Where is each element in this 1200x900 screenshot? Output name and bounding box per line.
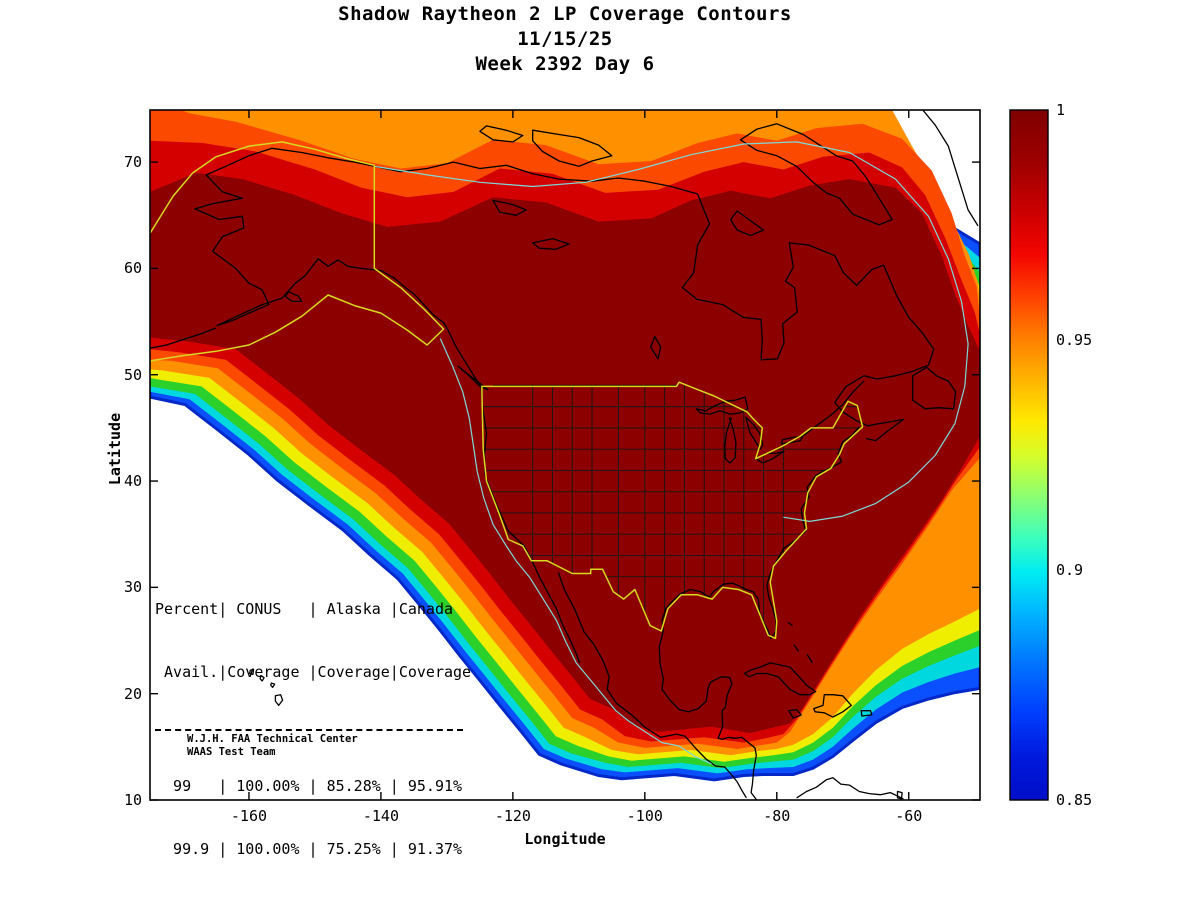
lake-michigan bbox=[724, 417, 737, 464]
puerto-rico bbox=[860, 710, 873, 717]
great-slave-lake bbox=[532, 237, 570, 250]
fir-boundary-north bbox=[374, 141, 969, 522]
gulf-california-mexico-coast bbox=[557, 572, 747, 799]
hawaii-maui bbox=[270, 682, 276, 688]
coverage-table-row: 99.9 | 100.00% | 75.25% | 91.37% bbox=[155, 840, 463, 858]
lake-huron bbox=[745, 416, 764, 450]
plot-border bbox=[149, 109, 981, 801]
chart-title: Shadow Raytheon 2 LP Coverage Contours bbox=[338, 3, 792, 25]
south-america-coast bbox=[796, 777, 904, 800]
colorbar-tick-label: 0.85 bbox=[1056, 791, 1093, 809]
kodiak-island bbox=[284, 291, 303, 303]
banks-island bbox=[479, 125, 524, 143]
coverage-table-header-2: Avail.|Coverage |Coverage|Coverage bbox=[155, 663, 472, 681]
hudson-bay bbox=[681, 193, 884, 361]
hawaii-kauai bbox=[248, 668, 255, 676]
attribution-center: W.J.H. FAA Technical Center bbox=[187, 733, 358, 745]
alaska-west-coast bbox=[194, 147, 273, 327]
map-layers bbox=[150, 110, 980, 800]
attribution-team: WAAS Test Team bbox=[187, 745, 276, 758]
y-tick-label: 20 bbox=[123, 684, 142, 703]
vancouver-island bbox=[457, 365, 489, 391]
baffin-island bbox=[739, 123, 893, 226]
lake-superior bbox=[695, 396, 749, 415]
aleutian-islands bbox=[150, 327, 217, 349]
y-tick-label: 70 bbox=[123, 153, 142, 172]
x-axis-label: Longitude bbox=[524, 830, 606, 848]
x-tick-label: -100 bbox=[626, 807, 663, 825]
greenland-coast bbox=[921, 110, 979, 227]
trinidad bbox=[896, 790, 903, 800]
alaska-outline bbox=[150, 141, 445, 362]
y-tick-label: 60 bbox=[123, 259, 142, 278]
victoria-island bbox=[532, 129, 613, 167]
hawaii-oahu bbox=[259, 674, 265, 682]
x-tick-label: -80 bbox=[763, 807, 791, 825]
x-tick-label: -140 bbox=[362, 807, 399, 825]
arctic-coast bbox=[272, 147, 698, 195]
newfoundland bbox=[912, 366, 957, 410]
x-tick-label: -60 bbox=[895, 807, 923, 825]
bahamas-1 bbox=[787, 621, 793, 627]
chart-week-day: Week 2392 Day 6 bbox=[475, 53, 655, 75]
hispaniola bbox=[813, 694, 852, 718]
lake-ontario bbox=[780, 435, 804, 445]
y-tick-label: 30 bbox=[123, 578, 142, 597]
alaska-south-coast bbox=[216, 258, 448, 329]
fir-boundary-pacific bbox=[439, 338, 712, 765]
colorbar bbox=[1009, 109, 1049, 801]
conus-outline bbox=[481, 381, 864, 640]
y-tick-label: 10 bbox=[123, 791, 142, 809]
hawaii-big-island bbox=[274, 694, 284, 707]
coverage-table-header-1: Percent| CONUS | Alaska |Canada bbox=[155, 600, 454, 618]
labrador-gulf-coast bbox=[834, 264, 935, 442]
southampton-island bbox=[729, 210, 765, 237]
coverage-table-row: 99 | 100.00% | 85.28% | 95.91% bbox=[155, 777, 463, 795]
title-block: Shadow Raytheon 2 LP Coverage Contours 1… bbox=[150, 2, 980, 77]
east-gulf-coast bbox=[658, 426, 860, 800]
bahamas-2 bbox=[793, 644, 800, 652]
y-tick-label: 50 bbox=[123, 365, 142, 384]
x-tick-label: -120 bbox=[494, 807, 531, 825]
y-axis-label: Latitude bbox=[106, 412, 124, 486]
attribution: W.J.H. FAA Technical Center WAAS Test Te… bbox=[187, 733, 358, 758]
lake-winnipeg bbox=[650, 335, 662, 360]
bahamas-3 bbox=[806, 653, 813, 664]
y-tick-label: 40 bbox=[123, 472, 142, 491]
jamaica bbox=[788, 708, 802, 719]
coverage-table: Percent| CONUS | Alaska |Canada Avail.|C… bbox=[155, 557, 471, 900]
great-bear-lake bbox=[492, 199, 527, 216]
x-tick-label: -160 bbox=[230, 807, 268, 825]
colorbar-tick-label: 0.95 bbox=[1056, 330, 1093, 349]
colorbar-tick-label: 1 bbox=[1056, 101, 1066, 119]
chart-date: 11/15/25 bbox=[517, 28, 613, 50]
cuba bbox=[743, 662, 817, 696]
coverage-table-separator bbox=[155, 729, 463, 731]
colorbar-tick-label: 0.9 bbox=[1056, 561, 1084, 580]
